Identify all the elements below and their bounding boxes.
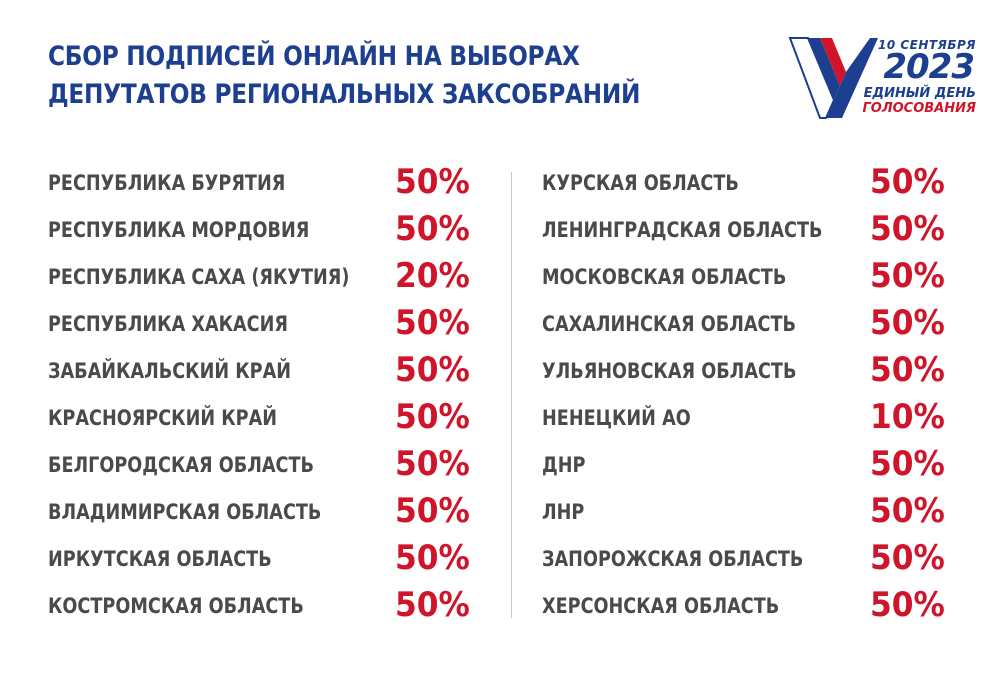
region-row: КОСТРОМСКАЯ ОБЛАСТЬ 50% <box>48 581 478 628</box>
region-percent: 50% <box>395 585 470 625</box>
region-name: ЗАПОРОЖСКАЯ ОБЛАСТЬ <box>542 547 804 571</box>
page-title: СБОР ПОДПИСЕЙ ОНЛАЙН НА ВЫБОРАХ ДЕПУТАТО… <box>48 38 640 114</box>
title-line-1: СБОР ПОДПИСЕЙ ОНЛАЙН НА ВЫБОРАХ <box>48 41 580 72</box>
region-percent: 50% <box>870 256 945 296</box>
region-percent: 50% <box>395 491 470 531</box>
region-name: НЕНЕЦКИЙ АО <box>542 406 691 430</box>
region-name: ДНР <box>542 453 586 477</box>
region-row: ХЕРСОНСКАЯ ОБЛАСТЬ 50% <box>542 581 952 628</box>
region-percent: 50% <box>870 209 945 249</box>
region-name: ХЕРСОНСКАЯ ОБЛАСТЬ <box>542 594 780 618</box>
region-name: САХАЛИНСКАЯ ОБЛАСТЬ <box>542 312 796 336</box>
region-row: РЕСПУБЛИКА САХА (ЯКУТИЯ) 20% <box>48 252 478 299</box>
region-percent: 50% <box>870 350 945 390</box>
region-percent: 50% <box>870 585 945 625</box>
region-name: РЕСПУБЛИКА МОРДОВИЯ <box>48 218 310 242</box>
region-row: ВЛАДИМИРСКАЯ ОБЛАСТЬ 50% <box>48 487 478 534</box>
region-row: ЗАБАЙКАЛЬСКИЙ КРАЙ 50% <box>48 346 478 393</box>
region-name: ИРКУТСКАЯ ОБЛАСТЬ <box>48 547 272 571</box>
region-row: УЛЬЯНОВСКАЯ ОБЛАСТЬ 50% <box>542 346 952 393</box>
logo-line-1: ЕДИНЫЙ ДЕНЬ <box>863 86 976 101</box>
region-percent: 50% <box>870 491 945 531</box>
region-percent: 50% <box>870 538 945 578</box>
region-row: КРАСНОЯРСКИЙ КРАЙ 50% <box>48 393 478 440</box>
region-row: РЕСПУБЛИКА БУРЯТИЯ 50% <box>48 158 478 205</box>
region-name: РЕСПУБЛИКА САХА (ЯКУТИЯ) <box>48 265 350 289</box>
region-name: РЕСПУБЛИКА ХАКАСИЯ <box>48 312 288 336</box>
logo-date: 10 СЕНТЯБРЯ <box>877 38 976 52</box>
region-name: КОСТРОМСКАЯ ОБЛАСТЬ <box>48 594 304 618</box>
region-name: ЛЕНИНГРАДСКАЯ ОБЛАСТЬ <box>542 218 823 242</box>
election-day-logo: 10 СЕНТЯБРЯ 2023 ЕДИНЫЙ ДЕНЬ ГОЛОСОВАНИЯ <box>786 34 976 120</box>
region-percent: 50% <box>395 162 470 202</box>
region-name: ВЛАДИМИРСКАЯ ОБЛАСТЬ <box>48 500 322 524</box>
region-name: ЛНР <box>542 500 585 524</box>
region-percent: 50% <box>395 538 470 578</box>
region-percent: 50% <box>395 397 470 437</box>
region-percent: 50% <box>395 444 470 484</box>
logo-line-2: ГОЛОСОВАНИЯ <box>862 101 976 116</box>
region-percent: 50% <box>395 303 470 343</box>
region-percent: 50% <box>395 209 470 249</box>
region-row: РЕСПУБЛИКА ХАКАСИЯ 50% <box>48 299 478 346</box>
region-percent: 20% <box>395 256 470 296</box>
region-name: РЕСПУБЛИКА БУРЯТИЯ <box>48 171 286 195</box>
region-name: МОСКОВСКАЯ ОБЛАСТЬ <box>542 265 787 289</box>
title-line-2: ДЕПУТАТОВ РЕГИОНАЛЬНЫХ ЗАКСОБРАНИЙ <box>48 79 641 110</box>
region-row: САХАЛИНСКАЯ ОБЛАСТЬ 50% <box>542 299 952 346</box>
region-row: БЕЛГОРОДСКАЯ ОБЛАСТЬ 50% <box>48 440 478 487</box>
region-row: ЛНР 50% <box>542 487 952 534</box>
region-percent: 50% <box>395 350 470 390</box>
logo-year: 2023 <box>883 47 975 87</box>
region-row: НЕНЕЦКИЙ АО 10% <box>542 393 952 440</box>
region-row: ЛЕНИНГРАДСКАЯ ОБЛАСТЬ 50% <box>542 205 952 252</box>
region-row: КУРСКАЯ ОБЛАСТЬ 50% <box>542 158 952 205</box>
region-row: ИРКУТСКАЯ ОБЛАСТЬ 50% <box>48 534 478 581</box>
regions-left-column: РЕСПУБЛИКА БУРЯТИЯ 50% РЕСПУБЛИКА МОРДОВ… <box>48 158 478 628</box>
region-name: УЛЬЯНОВСКАЯ ОБЛАСТЬ <box>542 359 797 383</box>
region-percent: 50% <box>870 162 945 202</box>
region-name: БЕЛГОРОДСКАЯ ОБЛАСТЬ <box>48 453 314 477</box>
regions-right-column: КУРСКАЯ ОБЛАСТЬ 50% ЛЕНИНГРАДСКАЯ ОБЛАСТ… <box>542 158 952 628</box>
region-name: ЗАБАЙКАЛЬСКИЙ КРАЙ <box>48 359 292 383</box>
region-percent: 50% <box>870 303 945 343</box>
region-row: МОСКОВСКАЯ ОБЛАСТЬ 50% <box>542 252 952 299</box>
region-row: ДНР 50% <box>542 440 952 487</box>
region-row: ЗАПОРОЖСКАЯ ОБЛАСТЬ 50% <box>542 534 952 581</box>
region-row: РЕСПУБЛИКА МОРДОВИЯ 50% <box>48 205 478 252</box>
region-percent: 10% <box>870 397 945 437</box>
tricolor-v-icon <box>788 37 878 119</box>
region-percent: 50% <box>870 444 945 484</box>
region-name: КУРСКАЯ ОБЛАСТЬ <box>542 171 739 195</box>
region-name: КРАСНОЯРСКИЙ КРАЙ <box>48 406 278 430</box>
column-divider <box>511 172 512 618</box>
